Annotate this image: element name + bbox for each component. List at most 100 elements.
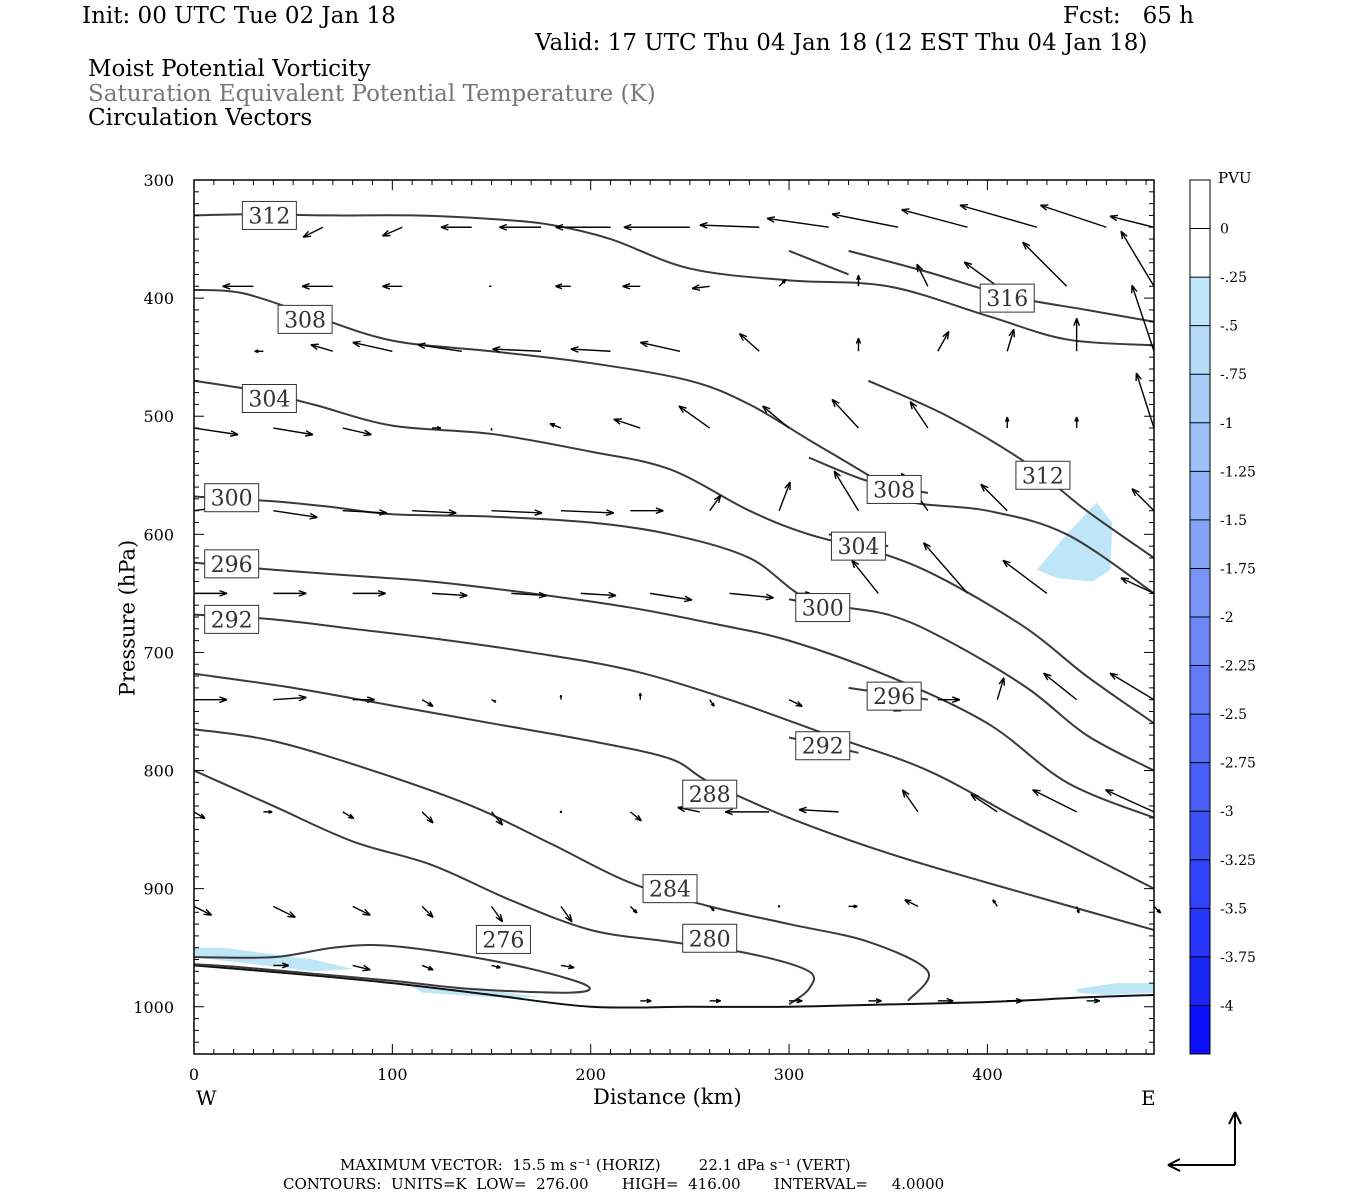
- vector-head: [309, 512, 318, 520]
- vector-shaft: [901, 208, 968, 228]
- vector-head: [678, 405, 687, 414]
- x-tick-label: 400: [972, 1065, 1003, 1084]
- circulation-vector: [491, 964, 501, 969]
- vector-shaft: [560, 510, 614, 514]
- vector-head: [347, 813, 355, 820]
- colorbar-label: -3: [1220, 804, 1234, 820]
- vector-head: [1093, 998, 1101, 1004]
- vector-shaft: [352, 341, 393, 352]
- circulation-vector: [855, 337, 862, 352]
- circulation-vector: [560, 964, 575, 970]
- contour-label: 292: [211, 608, 253, 633]
- vector-head: [856, 275, 861, 281]
- vector-shaft: [1105, 789, 1155, 813]
- vector-head: [254, 349, 259, 354]
- vector-head: [1109, 672, 1118, 680]
- circulation-vector: [431, 591, 468, 599]
- vector-head: [1022, 241, 1031, 250]
- vector-head: [426, 910, 434, 918]
- vector-head: [304, 430, 314, 437]
- vector-head: [1073, 318, 1081, 327]
- circulation-vector: [789, 998, 803, 1004]
- circulation-vector: [1153, 905, 1162, 914]
- vector-head: [302, 230, 312, 238]
- vector-head: [904, 899, 912, 906]
- vector-head: [684, 595, 693, 603]
- circulation-vector: [352, 905, 371, 916]
- contour-412: [788, 249, 849, 276]
- vector-head: [362, 964, 371, 972]
- circulation-vector: [856, 275, 861, 287]
- max-vector-note: MAXIMUM VECTOR: 15.5 m s⁻¹ (HORIZ) 22.1 …: [340, 1156, 851, 1174]
- vector-shaft: [490, 811, 504, 826]
- circulation-vector: [222, 282, 254, 290]
- axes-layer: 0 100 200 300 400 300 400 500 600 700 800 900 1000: [133, 171, 1155, 1084]
- vector-head: [366, 696, 375, 704]
- circulation-vector: [1105, 789, 1155, 813]
- vector-head: [781, 279, 787, 284]
- vector-shaft: [909, 401, 929, 429]
- vector-shaft: [901, 789, 919, 813]
- circulation-vector: [440, 223, 472, 231]
- colorbar-label: -1.5: [1220, 513, 1247, 529]
- forecast-hour: Fcst: 65 h: [1063, 3, 1194, 29]
- contour-label: 300: [211, 487, 253, 512]
- vector-shaft: [1131, 488, 1155, 512]
- contour-label-box: [1015, 460, 1071, 490]
- circulation-vector: [766, 216, 829, 228]
- circulation-vector: [1074, 416, 1079, 429]
- circulation-vector: [193, 427, 239, 437]
- circulation-vector: [699, 221, 760, 229]
- circulation-vector: [301, 282, 333, 290]
- circulation-vector: [491, 509, 543, 516]
- circulation-vector: [709, 494, 722, 512]
- pv-fill-layer: [194, 502, 1154, 998]
- vector-shaft: [193, 905, 212, 916]
- circulation-vector: [937, 997, 954, 1004]
- circulation-vector: [922, 542, 969, 594]
- vector-head: [639, 340, 649, 348]
- vector-shaft: [1032, 789, 1077, 813]
- vector-head: [942, 330, 950, 340]
- colorbar-label: -1: [1220, 416, 1234, 432]
- vector-head: [492, 345, 501, 353]
- vector-shaft: [560, 964, 575, 969]
- vector-head: [1131, 488, 1140, 497]
- x-tick-label: 100: [377, 1065, 408, 1084]
- vector-head: [710, 702, 715, 707]
- vector-head: [901, 208, 910, 215]
- y-tick-label: 500: [143, 407, 174, 426]
- vector-head: [1002, 559, 1011, 568]
- vector-shaft: [310, 343, 334, 352]
- title-mpv: Moist Potential Vorticity: [88, 56, 371, 82]
- vector-shaft: [417, 343, 462, 352]
- vector-head: [362, 908, 371, 916]
- vector-shaft: [677, 806, 700, 813]
- circulation-vector: [560, 509, 615, 516]
- circulation-vector: [788, 699, 803, 707]
- circulation-vector: [622, 282, 641, 290]
- circulation-vector: [273, 694, 307, 702]
- contour-label-layer: 312 308 304 300 296 292 288 284 280 276 316 312 308 3…: [204, 200, 1071, 954]
- circulation-vector: [613, 418, 641, 429]
- circulation-vector: [901, 789, 919, 813]
- contour-label-box: [241, 200, 297, 230]
- contour-label-box: [277, 304, 333, 334]
- vector-shaft: [382, 226, 403, 237]
- vector-shaft: [692, 285, 710, 290]
- circulation-vector: [421, 905, 434, 918]
- colorbar-label: -3.25: [1220, 853, 1256, 869]
- vector-head: [980, 483, 989, 492]
- circulation-vector: [629, 905, 638, 914]
- circulation-vector: [491, 699, 497, 703]
- circulation-vector: [560, 905, 573, 923]
- vector-head: [301, 282, 310, 290]
- vector-shaft: [193, 811, 206, 820]
- colorbar-label: -2: [1220, 610, 1234, 626]
- x-tick-label: 200: [575, 1065, 606, 1084]
- circulation-vector: [963, 261, 998, 287]
- vector-head: [427, 965, 434, 971]
- circulation-vector: [352, 696, 375, 704]
- colorbar-swatch: [1190, 617, 1210, 666]
- circulation-vector: [778, 279, 787, 287]
